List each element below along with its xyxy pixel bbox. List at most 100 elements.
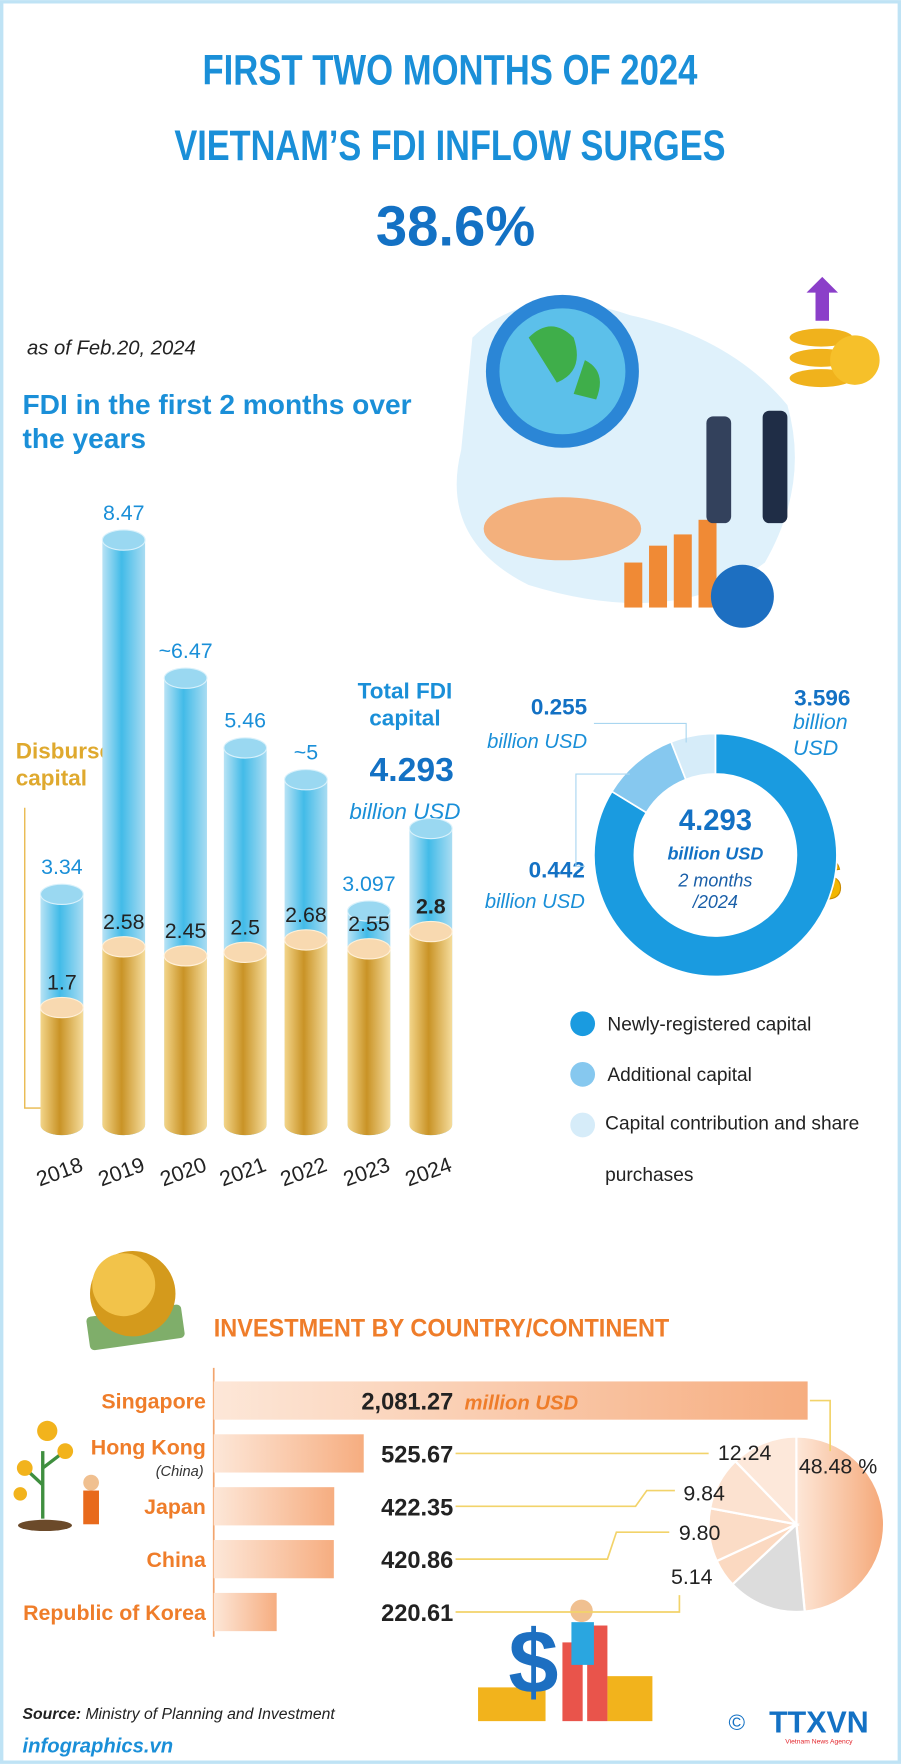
source-label: Source:	[22, 1706, 81, 1723]
svg-text:$: $	[508, 1613, 558, 1713]
site-name: infographics.vn	[22, 1736, 173, 1758]
bar	[213, 1381, 808, 1420]
category-label: Japan	[144, 1495, 206, 1519]
legend-label: Additional capital	[607, 1065, 751, 1086]
plant-icon	[13, 1420, 99, 1532]
value-label: 2.68	[285, 903, 327, 927]
donut-unit-label: billion USD	[487, 731, 587, 753]
x-tick-label: 2022	[277, 1153, 330, 1192]
value-label: 1.7	[47, 971, 77, 995]
disbursed-bar	[347, 938, 391, 1136]
disbursed-bar	[284, 929, 328, 1136]
donut-note-text: 2 months /2024	[678, 871, 753, 913]
annotation: Total FDI capital	[358, 680, 453, 732]
disbursed-bar	[223, 942, 267, 1136]
headline-growth: 38.6%	[376, 194, 535, 257]
value-label: 2.5	[230, 915, 260, 939]
section-title: INVESTMENT BY COUNTRY/CONTINENT	[214, 1315, 670, 1342]
legend-text: Capital contribution and share purchases	[605, 1112, 860, 1186]
donut-unit: billion USD	[667, 844, 763, 864]
value-label: ~5	[294, 740, 318, 764]
x-tick-label: 2021	[216, 1153, 269, 1192]
agency: Vietnam News Agency	[785, 1739, 853, 1746]
donut-value-label: 3.596	[794, 685, 850, 710]
bar-top	[284, 929, 328, 951]
bar-top	[101, 529, 146, 551]
unit-text: billion USD	[793, 711, 848, 761]
x-tick-label: 2018	[33, 1153, 86, 1192]
donut-slice	[593, 732, 838, 978]
x-tick-label: 2024	[402, 1153, 455, 1192]
section-title-text: FDI in the first 2 months over the years	[22, 389, 412, 455]
legend-label: Newly-registered capital	[607, 1014, 811, 1035]
value-label: 2.45	[165, 919, 207, 943]
logo: TTXVN	[769, 1706, 869, 1739]
value-label: 2.58	[103, 910, 145, 934]
category-note: (China)	[156, 1464, 204, 1480]
unit-label: million USD	[465, 1393, 579, 1415]
donut-total: 4.293	[679, 805, 752, 837]
copyright: ©	[728, 1710, 745, 1735]
pie-value-label: 48.48 %	[799, 1455, 877, 1479]
bar	[213, 1592, 277, 1632]
bar-top	[39, 883, 84, 905]
disbursed-bar	[40, 997, 84, 1136]
globe-icon	[86, 1250, 185, 1351]
value-label: 2.55	[348, 912, 390, 936]
bar-top	[284, 768, 328, 791]
bar-top	[347, 900, 391, 922]
disbursed-bar	[102, 936, 146, 1136]
legend-swatch	[570, 1112, 596, 1138]
value-label: 3.34	[41, 855, 83, 879]
bar-top	[408, 817, 453, 840]
bar-top	[408, 920, 453, 943]
connector	[455, 1595, 681, 1613]
category-label: Singapore	[101, 1389, 206, 1413]
pie-value-label: 9.84	[683, 1482, 725, 1506]
category-label: Hong Kong	[91, 1436, 206, 1460]
disbursed-bar	[409, 921, 453, 1136]
bar	[213, 1487, 335, 1526]
category-label: China	[147, 1548, 207, 1572]
money-illustration: $	[478, 1599, 653, 1722]
value-label: 8.47	[103, 501, 145, 525]
pie-value-label: 12.24	[718, 1441, 772, 1465]
legend-label: Capital contribution and share purchases	[605, 1112, 860, 1186]
x-tick-label: 2020	[157, 1153, 210, 1192]
as-of-date: as of Feb.20, 2024	[27, 337, 196, 359]
value-label: 2.8	[416, 895, 446, 919]
bar-top	[223, 737, 268, 759]
value-label: 422.35	[381, 1495, 453, 1521]
connector	[575, 773, 630, 867]
pie-slice	[733, 1435, 798, 1528]
pie-value-label: 5.14	[671, 1565, 713, 1589]
connector	[455, 1489, 675, 1508]
title-line: VIETNAM’S FDI INFLOW SURGES	[174, 122, 725, 170]
value-label: 525.67	[381, 1442, 453, 1468]
donut-unit-label: billion USD	[793, 711, 848, 761]
bar-top	[163, 667, 208, 689]
value-label: 220.61	[381, 1601, 453, 1627]
category-label: Republic of Korea	[23, 1601, 207, 1625]
pie-value-label: 9.80	[679, 1521, 721, 1545]
annotation-value: 4.293	[369, 751, 453, 789]
bar	[213, 1434, 364, 1473]
bar-top	[39, 996, 84, 1019]
donut-unit-label: billion USD	[485, 891, 585, 913]
bar-top	[347, 938, 391, 960]
bar	[213, 1540, 334, 1579]
connector	[593, 722, 687, 743]
value-label: 2,081.27	[361, 1390, 453, 1416]
bar-top	[101, 936, 146, 958]
bar-top	[163, 945, 208, 967]
value-label: 5.46	[224, 709, 266, 733]
legend-swatch	[570, 1011, 596, 1037]
x-tick-label: 2019	[95, 1153, 148, 1192]
donut-note: 2 months /2024	[678, 871, 753, 913]
connector	[809, 1399, 831, 1452]
section-title: FDI in the first 2 months over the years	[22, 389, 412, 455]
pie-slice	[730, 1521, 806, 1614]
donut-value-label: 0.255	[531, 694, 587, 719]
